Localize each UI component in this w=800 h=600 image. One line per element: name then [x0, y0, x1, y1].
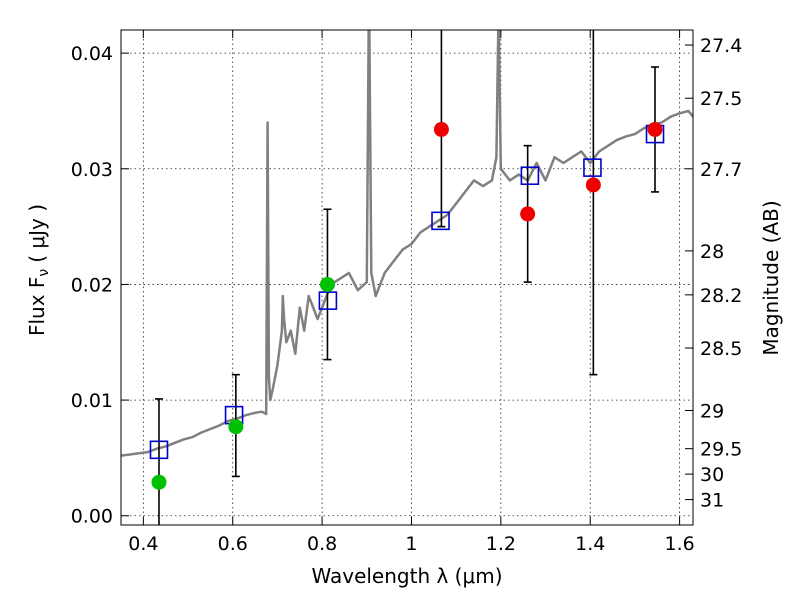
y2-tick-label: 29 — [700, 401, 724, 423]
y2-tick-label: 29.5 — [700, 439, 742, 461]
green-data-point — [319, 276, 335, 292]
data-layer — [121, 30, 693, 457]
y-tick-label: 0.00 — [71, 506, 113, 528]
red-data-point — [647, 121, 663, 137]
green-data-point — [228, 419, 244, 435]
x-tick-label: 1.2 — [486, 533, 516, 555]
y2-tick-label: 27.5 — [700, 88, 742, 110]
red-data-point — [585, 177, 601, 193]
error-bars — [149, 30, 665, 525]
y-axis-label: Flux Fν( μJy ) — [25, 204, 52, 336]
ticks: 0.4 0.6 0.8 1 1.2 1.4 1.6 0.00 0.01 0.02 0.03 0.04 2… — [71, 30, 742, 555]
y2-tick-label: 27.7 — [700, 159, 742, 181]
y2-tick-label: 28 — [700, 241, 724, 263]
y2-tick-label: 30 — [700, 464, 724, 486]
synthetic-square-marker — [149, 440, 169, 460]
y-tick-label: 0.03 — [71, 159, 113, 181]
x-tick-label: 1.6 — [664, 533, 694, 555]
synthetic-square-marker — [520, 166, 540, 186]
y2-tick-label: 27.4 — [700, 35, 742, 57]
y-axis-label-group: Flux Fν( μJy ) — [25, 204, 52, 336]
y-tick-label: 0.01 — [71, 390, 113, 412]
y2-tick-label: 28.5 — [700, 338, 742, 360]
y-tick-label: 0.04 — [71, 43, 113, 65]
synthetic-square-marker — [431, 211, 450, 231]
x-tick-label: 0.4 — [128, 533, 158, 555]
red-data-point — [520, 206, 536, 222]
x-axis-label: Wavelength λ (μm) — [311, 564, 502, 588]
y-tick-label: 0.02 — [71, 274, 113, 296]
synthetic-square-marker — [583, 158, 602, 177]
plot-background — [121, 30, 693, 525]
green-data-point — [151, 474, 167, 490]
y2-tick-label: 28.2 — [700, 285, 742, 307]
plot-frame — [120, 29, 694, 526]
x-tick-label: 0.6 — [218, 533, 248, 555]
y2-axis-label: Magnitude (AB) — [759, 200, 783, 355]
x-tick-label: 1 — [405, 533, 417, 555]
x-tick-label: 0.8 — [307, 533, 337, 555]
red-data-point — [433, 121, 449, 137]
synthetic-square-marker — [318, 291, 338, 310]
model-spectrum-line — [121, 30, 693, 457]
x-tick-label: 1.4 — [575, 533, 605, 555]
y2-tick-label: 31 — [700, 490, 724, 512]
